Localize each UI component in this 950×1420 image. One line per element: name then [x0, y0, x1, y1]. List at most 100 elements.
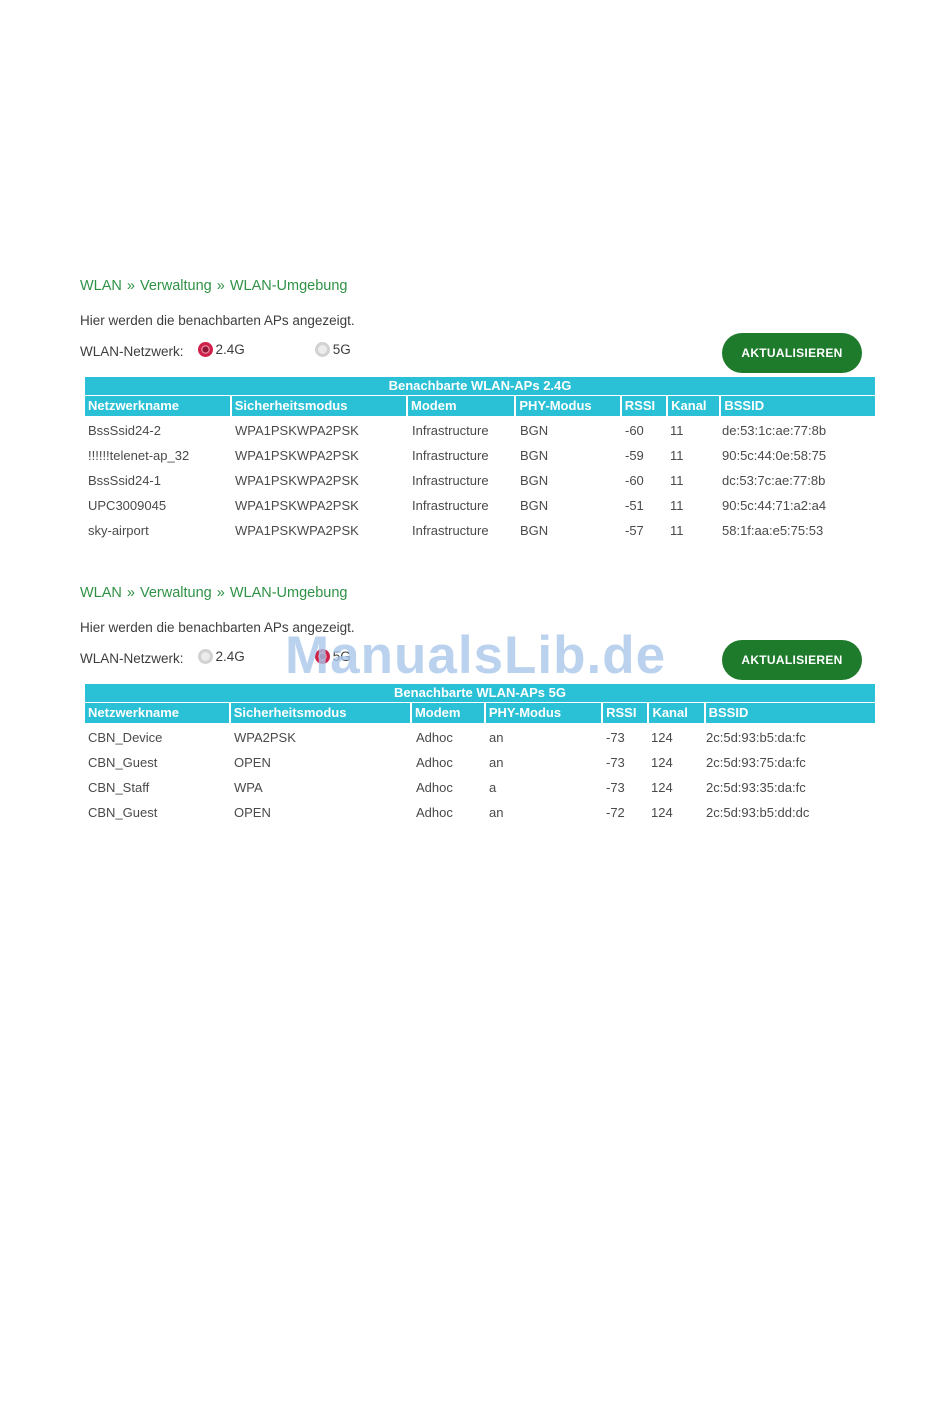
table-cell: Infrastructure: [412, 498, 489, 513]
table-cell: 11: [670, 523, 684, 538]
table-cell: Adhoc: [416, 730, 453, 745]
column-header: PHY-Modus: [516, 396, 620, 416]
table-cell: WPA1PSKWPA2PSK: [235, 523, 359, 538]
column-header: BSSID: [705, 703, 875, 723]
breadcrumb-separator: »: [216, 585, 225, 601]
radio-button-icon[interactable]: [197, 342, 213, 357]
aktualisieren-button[interactable]: AKTUALISIEREN: [722, 333, 862, 373]
table-cell: BGN: [520, 423, 549, 438]
radio-5g[interactable]: 5G: [314, 649, 351, 664]
table-cell: WPA2PSK: [234, 730, 296, 745]
radio-group: 2.4G 5G: [197, 649, 351, 667]
breadcrumb-link[interactable]: WLAN-Umgebung: [229, 585, 348, 601]
neighbor-ap-table: Benachbarte WLAN-APs 2.4G Netzwerkname Si…: [85, 377, 875, 543]
table-cell: sky-airport: [88, 523, 149, 538]
table-row: BssSsid24-2 WPA1PSKWPA2PSK Infrastructure B…: [85, 418, 875, 443]
table-cell: -60: [625, 473, 644, 488]
table-cell: -57: [625, 523, 644, 538]
table-cell: de:53:1c:ae:77:8b: [722, 423, 827, 438]
radio-button-icon[interactable]: [314, 342, 330, 357]
table-cell: UPC3009045: [88, 498, 167, 513]
column-header: Sicherheitsmodus: [230, 703, 410, 723]
table-cell: Adhoc: [416, 805, 453, 820]
table-cell: Infrastructure: [412, 523, 489, 538]
neighbor-ap-table: Benachbarte WLAN-APs 5G Netzwerkname Sich…: [85, 684, 875, 825]
table-cell: -60: [625, 423, 644, 438]
breadcrumb: WLAN» Verwaltung» WLAN-Umgebung: [80, 585, 347, 601]
table-row: !!!!!!telenet-ap_32 WPA1PSKWPA2PSK Infrast…: [85, 443, 875, 468]
aktualisieren-button[interactable]: AKTUALISIEREN: [722, 640, 862, 680]
table-cell: CBN_Guest: [88, 755, 158, 770]
radio-button-icon[interactable]: [197, 649, 213, 664]
table-header-row: Netzwerkname Sicherheitsmodus Modem PHY-Mod…: [85, 396, 875, 416]
table-cell: 11: [670, 473, 684, 488]
breadcrumb: WLAN» Verwaltung» WLAN-Umgebung: [80, 278, 347, 294]
table-cell: BGN: [520, 448, 549, 463]
table-title: Benachbarte WLAN-APs 2.4G: [85, 377, 875, 395]
table-cell: -73: [606, 755, 625, 770]
table-cell: BGN: [520, 498, 549, 513]
table-row: UPC3009045 WPA1PSKWPA2PSK Infrastructure BG…: [85, 493, 875, 518]
table-row: BssSsid24-1 WPA1PSKWPA2PSK Infrastructure B…: [85, 468, 875, 493]
table-cell: BGN: [520, 473, 549, 488]
breadcrumb-link[interactable]: Verwaltung: [139, 278, 212, 294]
table-cell: an: [489, 755, 504, 770]
table-title: Benachbarte WLAN-APs 5G: [85, 684, 875, 702]
breadcrumb-link[interactable]: WLAN-Umgebung: [229, 278, 348, 294]
table-cell: WPA1PSKWPA2PSK: [235, 423, 359, 438]
breadcrumb-separator: »: [126, 585, 135, 601]
table-cell: 2c:5d:93:75:da:fc: [706, 755, 806, 770]
description-text: Hier werden die benachbarten APs angezei…: [80, 313, 355, 328]
table-cell: -72: [606, 805, 625, 820]
table-cell: Infrastructure: [412, 423, 489, 438]
radio-24g[interactable]: 2.4G: [197, 649, 245, 664]
table-row: CBN_Guest OPEN Adhoc an -73 124 2c:5d:93:75:da…: [85, 750, 875, 775]
radio-button-icon[interactable]: [314, 649, 330, 664]
description-text: Hier werden die benachbarten APs angezei…: [80, 620, 355, 635]
column-header: Netzwerkname: [85, 396, 230, 416]
table-cell: CBN_Guest: [88, 805, 158, 820]
table-header-row: Netzwerkname Sicherheitsmodus Modem PHY-Mod…: [85, 703, 875, 723]
table-cell: 2c:5d:93:b5:da:fc: [706, 730, 806, 745]
table-cell: 2c:5d:93:35:da:fc: [706, 780, 806, 795]
breadcrumb-link[interactable]: WLAN: [80, 278, 122, 294]
radio-5g[interactable]: 5G: [314, 342, 351, 357]
column-header: PHY-Modus: [485, 703, 602, 723]
table-cell: Adhoc: [416, 755, 453, 770]
table-row: CBN_Guest OPEN Adhoc an -72 124 2c:5d:93:b5:dd…: [85, 800, 875, 825]
column-header: RSSI: [603, 703, 648, 723]
network-selector-row: WLAN-Netzwerk: 2.4G 5G: [80, 649, 351, 667]
table-cell: an: [489, 730, 504, 745]
column-header: Kanal: [649, 703, 704, 723]
table-cell: WPA1PSKWPA2PSK: [235, 498, 359, 513]
table-cell: Adhoc: [416, 780, 453, 795]
table-cell: BGN: [520, 523, 549, 538]
radio-label: 2.4G: [215, 649, 245, 664]
breadcrumb-link[interactable]: Verwaltung: [139, 585, 212, 601]
table-cell: Infrastructure: [412, 473, 489, 488]
table-cell: OPEN: [234, 805, 271, 820]
table-cell: -73: [606, 730, 625, 745]
table-cell: CBN_Device: [88, 730, 163, 745]
wlan-umgebung-section: WLAN» Verwaltung» WLAN-Umgebung Hier werde…: [80, 585, 875, 875]
table-cell: 11: [670, 498, 684, 513]
table-cell: 124: [651, 805, 673, 820]
breadcrumb-separator: »: [216, 278, 225, 294]
table-cell: -73: [606, 780, 625, 795]
table-cell: 2c:5d:93:b5:dd:dc: [706, 805, 810, 820]
breadcrumb-link[interactable]: WLAN: [80, 585, 122, 601]
table-cell: OPEN: [234, 755, 271, 770]
table-body: BssSsid24-2 WPA1PSKWPA2PSK Infrastructure B…: [85, 418, 875, 543]
radio-24g[interactable]: 2.4G: [197, 342, 245, 357]
wlan-umgebung-section: WLAN» Verwaltung» WLAN-Umgebung Hier werde…: [80, 278, 875, 568]
table-cell: 124: [651, 755, 673, 770]
network-selector-row: WLAN-Netzwerk: 2.4G 5G: [80, 342, 351, 360]
table-cell: -59: [625, 448, 644, 463]
column-header: Sicherheitsmodus: [231, 396, 407, 416]
table-cell: 11: [670, 448, 684, 463]
table-cell: 90:5c:44:71:a2:a4: [722, 498, 827, 513]
column-header: Kanal: [668, 396, 720, 416]
radio-label: 5G: [332, 649, 351, 664]
table-cell: an: [489, 805, 504, 820]
radio-label: 5G: [332, 342, 351, 357]
